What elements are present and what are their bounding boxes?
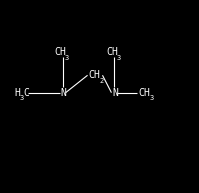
Text: C: C (54, 47, 60, 57)
Text: 3: 3 (65, 55, 69, 61)
Text: C: C (138, 88, 144, 98)
Text: N: N (61, 88, 67, 98)
Text: 3: 3 (117, 55, 121, 61)
Text: H: H (14, 88, 20, 98)
Text: 3: 3 (149, 95, 153, 102)
Text: 3: 3 (20, 95, 24, 102)
Text: H: H (94, 70, 100, 80)
Text: 2: 2 (99, 78, 103, 84)
Text: H: H (59, 47, 65, 57)
Text: C: C (89, 70, 95, 80)
Text: C: C (106, 47, 112, 57)
Text: C: C (23, 88, 29, 98)
Text: H: H (111, 47, 117, 57)
Text: H: H (143, 88, 149, 98)
Text: N: N (112, 88, 118, 98)
